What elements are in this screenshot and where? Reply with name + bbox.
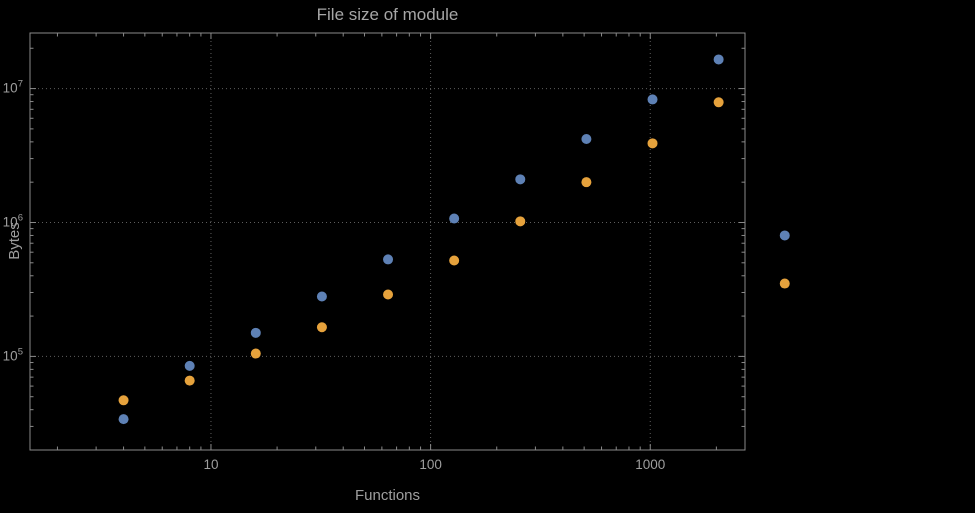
x-tick-label: 1000 <box>635 457 665 472</box>
data-point-series-orange <box>647 138 658 149</box>
data-point-series-blue <box>316 291 327 302</box>
data-point-series-orange <box>779 278 790 289</box>
y-tick-label: 105 <box>3 346 23 363</box>
data-point-series-blue <box>515 174 526 185</box>
data-point-series-orange <box>250 348 261 359</box>
data-point-series-orange <box>515 216 526 227</box>
data-point-series-blue <box>779 230 790 241</box>
data-point-series-blue <box>449 213 460 224</box>
data-point-series-orange <box>383 289 394 300</box>
y-axis-label: Bytes <box>6 222 23 260</box>
data-point-series-orange <box>581 177 592 188</box>
data-point-series-blue <box>581 134 592 145</box>
y-tick-label: 107 <box>3 79 23 96</box>
data-point-series-blue <box>184 360 195 371</box>
x-tick-label: 100 <box>419 457 442 472</box>
data-point-series-blue <box>713 54 724 65</box>
chart-title: File size of module <box>316 5 459 24</box>
data-point-series-orange <box>118 395 129 406</box>
x-tick-label: 10 <box>203 457 218 472</box>
data-point-series-orange <box>449 255 460 266</box>
data-point-series-orange <box>184 375 195 386</box>
plot-frame <box>29 32 746 451</box>
data-point-series-blue <box>647 94 658 105</box>
data-point-series-blue <box>383 254 394 265</box>
x-axis-label: Functions <box>354 487 421 504</box>
data-point-series-orange <box>713 97 724 108</box>
y-tick-label: 106 <box>3 212 23 229</box>
data-point-series-blue <box>250 327 261 338</box>
data-point-series-orange <box>316 322 327 333</box>
data-point-series-blue <box>118 414 129 425</box>
